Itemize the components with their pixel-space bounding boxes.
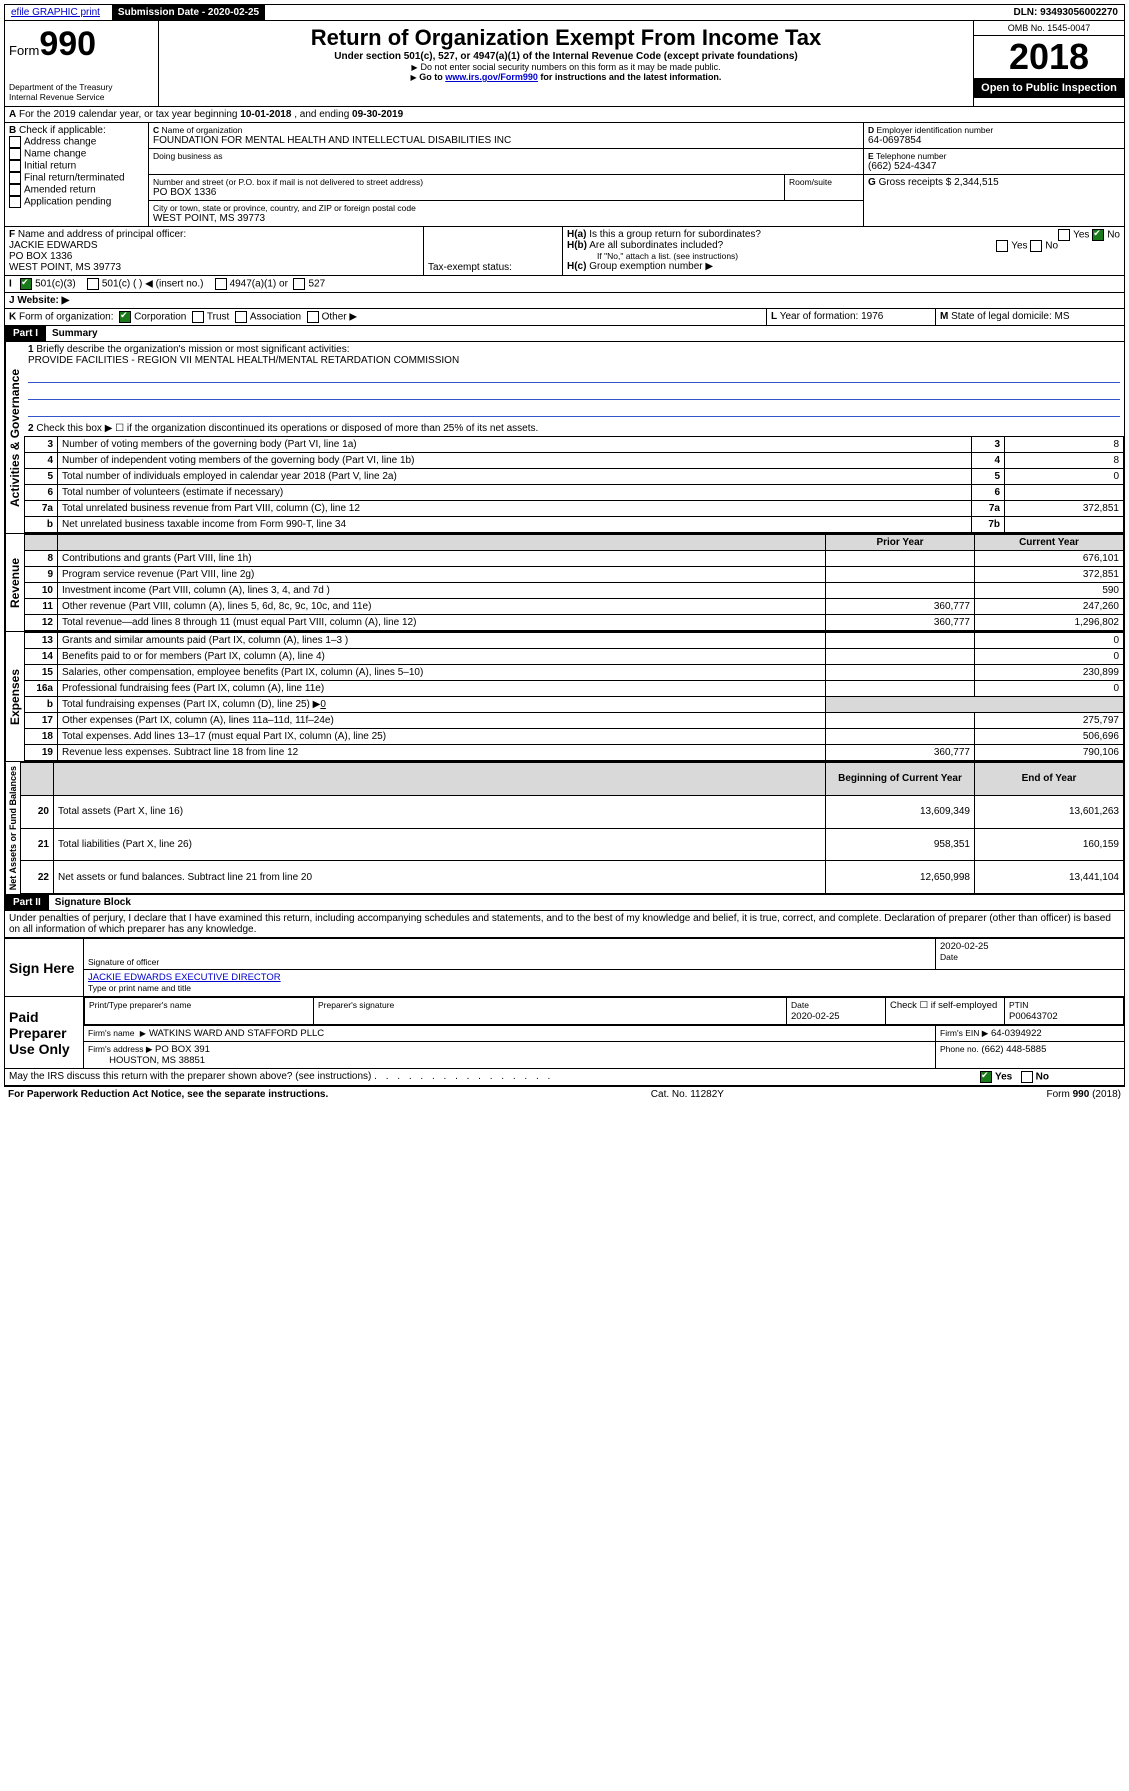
city-state-zip: WEST POINT, MS 39773 (153, 213, 859, 224)
ein: 64-0697854 (868, 135, 1120, 146)
top-bar: efile GRAPHIC print Submission Date - 20… (4, 4, 1125, 21)
form-subtitle: Under section 501(c), 527, or 4947(a)(1)… (163, 51, 969, 62)
ha-yes[interactable] (1058, 229, 1070, 241)
expenses-section: Expenses 13Grants and similar amounts pa… (4, 632, 1125, 762)
net-assets-table: Beginning of Current YearEnd of Year 20T… (20, 762, 1124, 894)
telephone: (662) 524-4347 (868, 161, 1120, 172)
pra-notice: For Paperwork Reduction Act Notice, see … (8, 1089, 328, 1100)
tax-exempt-row: I 501(c)(3) 501(c) ( ) ◀ (insert no.) 49… (4, 276, 1125, 293)
street-address: PO BOX 1336 (153, 187, 780, 198)
submission-date: Submission Date - 2020-02-25 (112, 5, 265, 20)
omb-number: OMB No. 1545-0047 (974, 21, 1124, 36)
box-b-heading: Check if applicable: (19, 125, 106, 136)
tax-year: 2018 (974, 36, 1124, 78)
self-employed-check[interactable]: Check ☐ if self-employed (886, 998, 1005, 1025)
signature-table: Sign Here Signature of officer 2020-02-2… (4, 938, 1125, 1069)
discuss-no[interactable] (1021, 1071, 1033, 1083)
net-assets-label: Net Assets or Fund Balances (5, 762, 20, 894)
paid-preparer-label: Paid Preparer Use Only (5, 997, 84, 1069)
check-name-change[interactable]: Name change (9, 148, 144, 160)
check-initial-return[interactable]: Initial return (9, 160, 144, 172)
gross-receipts: 2,344,515 (954, 177, 999, 188)
discuss-row: May the IRS discuss this return with the… (4, 1069, 1125, 1086)
website-row: J Website: ▶ (4, 293, 1125, 309)
form-org-row: K Form of organization: Corporation Trus… (4, 309, 1125, 326)
hb-no[interactable] (1030, 240, 1042, 252)
expenses-label: Expenses (5, 632, 24, 761)
page-footer: For Paperwork Reduction Act Notice, see … (4, 1086, 1125, 1102)
officer-name: JACKIE EDWARDS (9, 240, 98, 251)
ag-table: 3Number of voting members of the governi… (24, 436, 1124, 533)
check-4947[interactable] (215, 278, 227, 290)
org-name: FOUNDATION FOR MENTAL HEALTH AND INTELLE… (153, 135, 859, 146)
firm-ein: 64-0394922 (991, 1028, 1042, 1039)
check-501c3[interactable] (20, 278, 32, 290)
dept-treasury: Department of the Treasury (9, 82, 154, 92)
tax-exempt-label: Tax-exempt status: (428, 262, 512, 273)
mission-text: PROVIDE FACILITIES - REGION VII MENTAL H… (28, 355, 459, 366)
revenue-table: Prior YearCurrent Year 8Contributions an… (24, 534, 1124, 631)
ptin: P00643702 (1009, 1011, 1058, 1022)
dln: DLN: 93493056002270 (1007, 5, 1124, 20)
perjury-statement: Under penalties of perjury, I declare th… (4, 911, 1125, 938)
officer-group-row: F Name and address of principal officer:… (4, 227, 1125, 276)
net-assets-section: Net Assets or Fund Balances Beginning of… (4, 762, 1125, 895)
dba-label: Doing business as (153, 151, 859, 161)
revenue-label: Revenue (5, 534, 24, 631)
check-501c[interactable] (87, 278, 99, 290)
hb-yes[interactable] (996, 240, 1008, 252)
expenses-table: 13Grants and similar amounts paid (Part … (24, 632, 1124, 761)
form-number: Form990 (9, 25, 154, 64)
revenue-section: Revenue Prior YearCurrent Year 8Contribu… (4, 534, 1125, 632)
form-header: Form990 Department of the Treasury Inter… (4, 21, 1125, 107)
check-trust[interactable] (192, 311, 204, 323)
check-address-change[interactable]: Address change (9, 136, 144, 148)
line2: Check this box ▶ ☐ if the organization d… (36, 423, 538, 434)
part2-header: Part II Signature Block (4, 895, 1125, 911)
ag-label: Activities & Governance (5, 342, 24, 533)
form-ref: Form 990 (2018) (1047, 1089, 1121, 1100)
cat-number: Cat. No. 11282Y (651, 1089, 724, 1100)
sign-here-label: Sign Here (5, 939, 84, 997)
irs-label: Internal Revenue Service (9, 92, 154, 102)
firm-phone: (662) 448-5885 (981, 1044, 1046, 1055)
check-amended[interactable]: Amended return (9, 184, 144, 196)
officer-sig-date: 2020-02-25 (940, 941, 1120, 952)
year-formation: 1976 (861, 311, 883, 322)
form990-link[interactable]: www.irs.gov/Form990 (445, 72, 538, 82)
goto-note: Go to www.irs.gov/Form990 for instructio… (163, 72, 969, 82)
firm-name: WATKINS WARD AND STAFFORD PLLC (140, 1028, 324, 1039)
ssn-note: Do not enter social security numbers on … (163, 62, 969, 72)
check-corp[interactable] (119, 311, 131, 323)
tax-period-row: A For the 2019 calendar year, or tax yea… (4, 107, 1125, 123)
check-final-return[interactable]: Final return/terminated (9, 172, 144, 184)
state-domicile: MS (1055, 311, 1070, 322)
officer-name-link[interactable]: JACKIE EDWARDS EXECUTIVE DIRECTOR (88, 972, 281, 983)
check-assoc[interactable] (235, 311, 247, 323)
open-inspection: Open to Public Inspection (974, 78, 1124, 98)
efile-link[interactable]: efile GRAPHIC print (5, 5, 106, 20)
activities-governance: Activities & Governance 1 Briefly descri… (4, 342, 1125, 534)
entity-block: B Check if applicable: Address change Na… (4, 123, 1125, 227)
form-title: Return of Organization Exempt From Incom… (163, 25, 969, 51)
discuss-yes[interactable] (980, 1071, 992, 1083)
check-app-pending[interactable]: Application pending (9, 196, 144, 208)
check-527[interactable] (293, 278, 305, 290)
check-other[interactable] (307, 311, 319, 323)
part1-header: Part I Summary (4, 326, 1125, 342)
ha-no[interactable] (1092, 229, 1104, 241)
